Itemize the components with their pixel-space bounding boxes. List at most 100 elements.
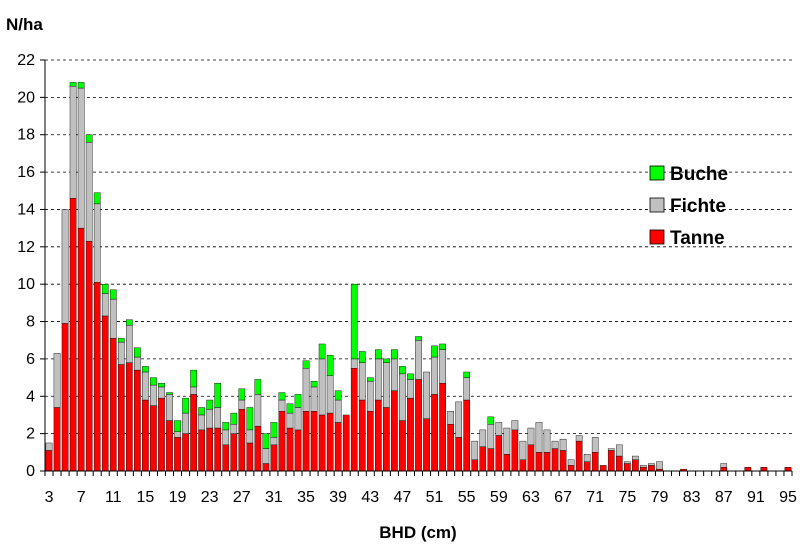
- bar-tanne-65: [543, 452, 551, 472]
- bar-fichte-24: [214, 407, 222, 429]
- bar-fichte-44: [375, 358, 382, 401]
- bar-buche-45: [383, 358, 390, 363]
- bar-fichte-74: [615, 444, 623, 457]
- y-tick-label: 6: [26, 351, 35, 368]
- bar-fichte-68: [567, 459, 575, 466]
- bar-tanne-41: [350, 368, 358, 472]
- bar-tanne-56: [471, 459, 479, 472]
- bar-buche-25: [222, 422, 230, 431]
- bar-tanne-25: [222, 444, 230, 472]
- x-tick-label: 71: [586, 489, 604, 506]
- bar-tanne-44: [375, 399, 382, 472]
- bar-fichte-22: [198, 414, 205, 431]
- bar-tanne-66: [551, 448, 559, 472]
- bar-tanne-9: [93, 282, 101, 472]
- bar-fichte-48: [407, 379, 414, 399]
- bar-tanne-8: [85, 241, 93, 472]
- bar-buche-22: [198, 407, 205, 416]
- bar-fichte-32: [278, 399, 286, 412]
- bar-buche-20: [182, 397, 189, 414]
- bar-tanne-50: [423, 418, 430, 472]
- legend-swatch-buche: [649, 165, 665, 181]
- bar-fichte-56: [471, 440, 479, 460]
- bar-tanne-49: [415, 379, 422, 472]
- bar-tanne-4: [53, 407, 61, 472]
- x-axis-title: BHD (cm): [379, 523, 456, 542]
- bar-fichte-16: [150, 384, 157, 406]
- x-tick-label: 7: [77, 489, 86, 506]
- bar-fichte-45: [383, 362, 390, 408]
- bar-tanne-30: [262, 463, 270, 472]
- bar-tanne-72: [599, 465, 607, 472]
- y-tick-label: 8: [26, 314, 35, 331]
- bar-fichte-78: [648, 463, 655, 466]
- bar-buche-6: [69, 82, 77, 87]
- bar-tanne-77: [640, 467, 647, 472]
- legend-swatch-fichte: [649, 197, 665, 213]
- bar-fichte-60: [503, 427, 511, 455]
- bar-buche-18: [166, 392, 173, 395]
- bar-fichte-38: [326, 375, 334, 414]
- bar-tanne-69: [575, 440, 583, 472]
- y-tick-label: 22: [17, 52, 35, 69]
- bar-fichte-28: [246, 429, 254, 444]
- bar-fichte-54: [455, 401, 462, 438]
- bar-buche-36: [310, 381, 318, 388]
- bar-tanne-26: [230, 433, 238, 472]
- bar-tanne-64: [535, 452, 543, 472]
- bar-tanne-11: [109, 338, 117, 472]
- bar-tanne-54: [455, 437, 462, 472]
- bar-fichte-14: [134, 356, 141, 371]
- bar-tanne-63: [527, 444, 535, 472]
- bar-buche-29: [254, 379, 262, 395]
- x-tick-labels: 3 7 11 15 19 23 27 31 35 39 43 47 51 55 59 63 67 71 75 79 83…: [44, 471, 797, 506]
- x-tick-label: 91: [747, 489, 765, 506]
- bar-fichte-35: [302, 368, 310, 412]
- bar-tanne-28: [246, 442, 254, 472]
- bar-tanne-12: [117, 364, 125, 472]
- bar-fichte-43: [366, 381, 374, 412]
- bar-fichte-13: [126, 325, 133, 363]
- legend-label-fichte: Fichte: [670, 196, 726, 217]
- bar-fichte-12: [117, 341, 125, 365]
- bar-buche-46: [391, 349, 398, 360]
- bar-tanne-39: [334, 422, 342, 472]
- bar-buche-11: [109, 289, 117, 300]
- bar-tanne-62: [519, 459, 527, 472]
- bar-tanne-20: [182, 433, 189, 472]
- bar-fichte-11: [109, 298, 117, 339]
- bar-fichte-8: [85, 141, 93, 242]
- bar-buche-58: [487, 416, 495, 425]
- bar-fichte-62: [519, 440, 527, 460]
- x-tick-label: 87: [715, 489, 733, 506]
- bar-tanne-61: [511, 429, 519, 472]
- bar-fichte-17: [158, 386, 165, 399]
- bar-fichte-61: [511, 420, 519, 431]
- bar-tanne-6: [69, 198, 77, 472]
- bar-fichte-15: [142, 371, 149, 401]
- bar-tanne-74: [615, 455, 623, 472]
- bar-fichte-41: [350, 358, 358, 369]
- x-tick-label: 63: [522, 489, 540, 506]
- x-tick-label: 39: [329, 489, 347, 506]
- bar-buche-9: [93, 192, 101, 205]
- bar-fichte-73: [607, 448, 615, 451]
- bar-fichte-20: [182, 412, 189, 434]
- bar-fichte-4: [53, 353, 61, 408]
- bar-fichte-37: [318, 358, 326, 416]
- bar-buche-51: [431, 345, 438, 358]
- bar-tanne-37: [318, 414, 326, 472]
- bar-fichte-6: [69, 85, 77, 199]
- bar-fichte-19: [174, 431, 181, 438]
- bar-tanne-10: [101, 315, 109, 472]
- y-tick-label: 18: [17, 127, 35, 144]
- bar-tanne-76: [632, 459, 639, 472]
- bar-fichte-64: [535, 422, 543, 453]
- x-tick-label: 51: [426, 489, 444, 506]
- bar-buche-28: [246, 407, 254, 431]
- x-tick-label: 47: [394, 489, 412, 506]
- bar-fichte-77: [640, 465, 647, 468]
- x-tick-label: 3: [45, 489, 54, 506]
- bar-fichte-30: [262, 448, 270, 464]
- bar-buche-47: [399, 366, 406, 375]
